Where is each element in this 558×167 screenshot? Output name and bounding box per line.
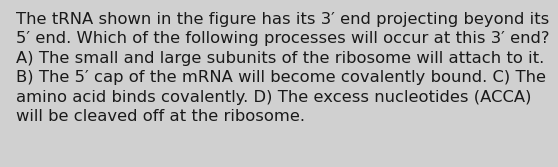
- Text: The tRNA shown in the figure has its 3′ end projecting beyond its
5′ end. Which : The tRNA shown in the figure has its 3′ …: [16, 12, 549, 124]
